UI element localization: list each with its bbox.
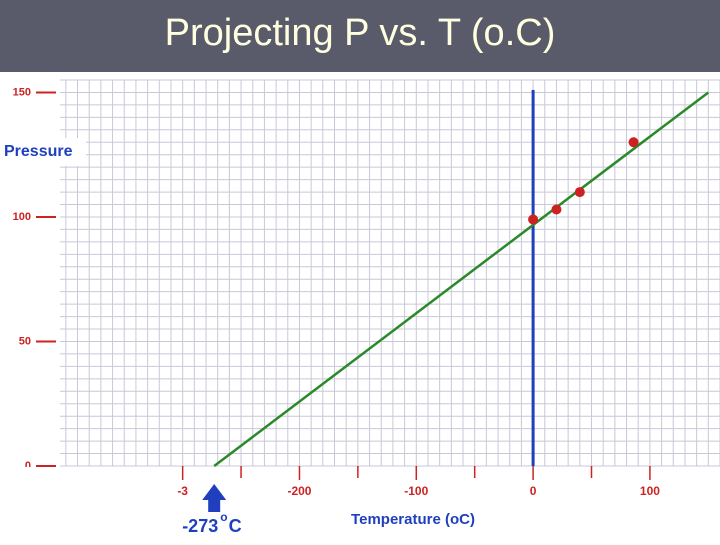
- x-tick-label: -200: [287, 484, 311, 498]
- y-tick-label: 100: [13, 211, 31, 223]
- x-tick-label: -100: [404, 484, 428, 498]
- x-label: Temperature (oC): [351, 511, 475, 528]
- header: [0, 0, 720, 72]
- x-tick-label: 0: [530, 484, 537, 498]
- y-tick-label: 150: [13, 86, 31, 98]
- annotation-degree: o: [220, 510, 227, 524]
- trendline: [213, 91, 710, 467]
- y-tick-label: 0: [25, 460, 31, 472]
- annotation: -273 oC: [182, 510, 241, 536]
- slide-title: Projecting P vs. T (o.C): [165, 12, 556, 54]
- arrow: [202, 484, 227, 512]
- data-point: [528, 214, 539, 225]
- data-point: [574, 187, 585, 198]
- annotation-unit: C: [229, 516, 242, 536]
- y-tick-label: 50: [19, 335, 31, 347]
- y-label-bg: [0, 138, 86, 166]
- grid: [60, 79, 720, 467]
- data-point: [628, 137, 639, 148]
- plot: 0 50 100 150 Pressure -3 -200 -100 0 100 Temperatu…: [0, 86, 720, 540]
- data-point: [551, 204, 562, 215]
- x-axis-bg: [0, 467, 720, 540]
- x-tick-label: -3: [177, 484, 188, 498]
- annotation-value: -273: [182, 516, 218, 536]
- x-tick-label: 100: [640, 484, 660, 498]
- y-label: Pressure: [4, 143, 73, 160]
